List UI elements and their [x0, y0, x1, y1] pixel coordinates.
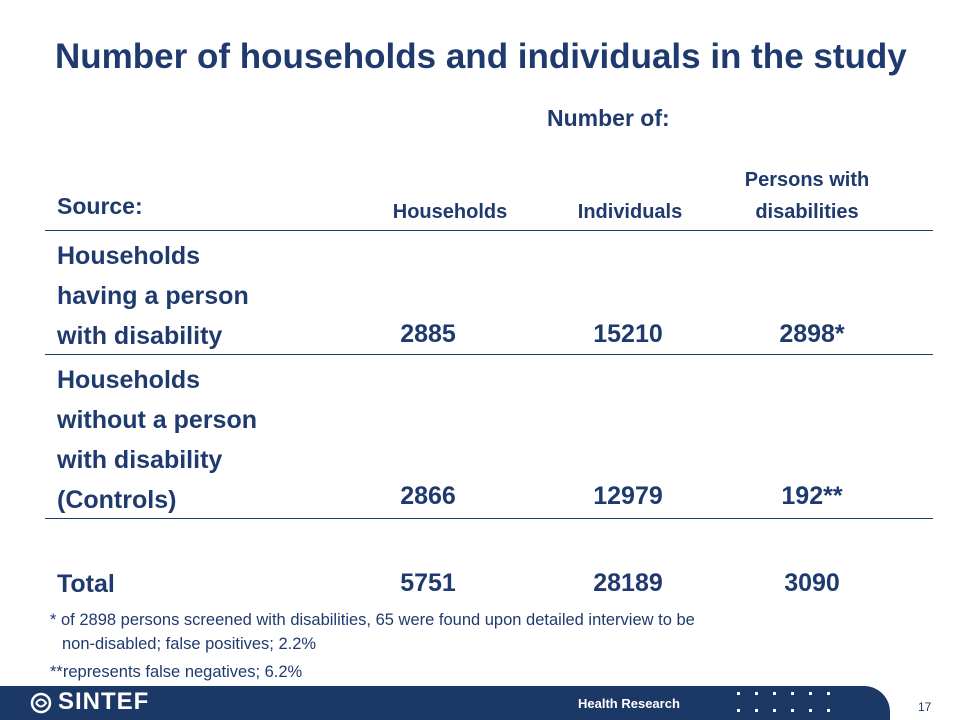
- table-cell: 28189: [593, 569, 663, 597]
- row-label-total: Total: [57, 570, 115, 598]
- sintef-logo-text: SINTEF: [58, 688, 150, 715]
- table-cell: 12979: [593, 482, 663, 510]
- footnote-false-positives: * of 2898 persons screened with disabili…: [50, 611, 695, 629]
- footer-bar: [0, 686, 890, 720]
- slide-title: Number of households and individuals in …: [55, 37, 907, 76]
- table-cell: 3090: [784, 569, 840, 597]
- decorative-dots-icon: [737, 692, 830, 712]
- source-header: Source:: [57, 193, 143, 219]
- table-divider: [45, 518, 933, 519]
- table-divider: [45, 354, 933, 355]
- column-header-individuals: Individuals: [577, 201, 683, 223]
- row-label-households-with-disability: Households having a person with disabili…: [57, 242, 249, 350]
- number-of-label: Number of:: [547, 105, 670, 131]
- table-cell: 192**: [781, 482, 843, 510]
- row-label-households-without-disability: Households without a person with disabil…: [57, 366, 257, 514]
- column-header-persons-with-disabilities: Persons with disabilities: [744, 169, 870, 223]
- footnote-false-negatives: **represents false negatives; 6.2%: [50, 663, 303, 681]
- table-cell: 5751: [400, 569, 456, 597]
- table-cell: 2866: [400, 482, 456, 510]
- table-cell: 2885: [400, 320, 456, 348]
- table-cell: 15210: [593, 320, 663, 348]
- table-divider: [45, 230, 933, 231]
- footnote-false-positives-cont: non-disabled; false positives; 2.2%: [62, 635, 317, 653]
- table-cell: 2898*: [779, 320, 845, 348]
- column-header-households: Households: [392, 201, 508, 223]
- page-number: 17: [918, 700, 932, 714]
- department-label: Health Research: [578, 696, 680, 711]
- sintef-logo-icon: [30, 692, 52, 714]
